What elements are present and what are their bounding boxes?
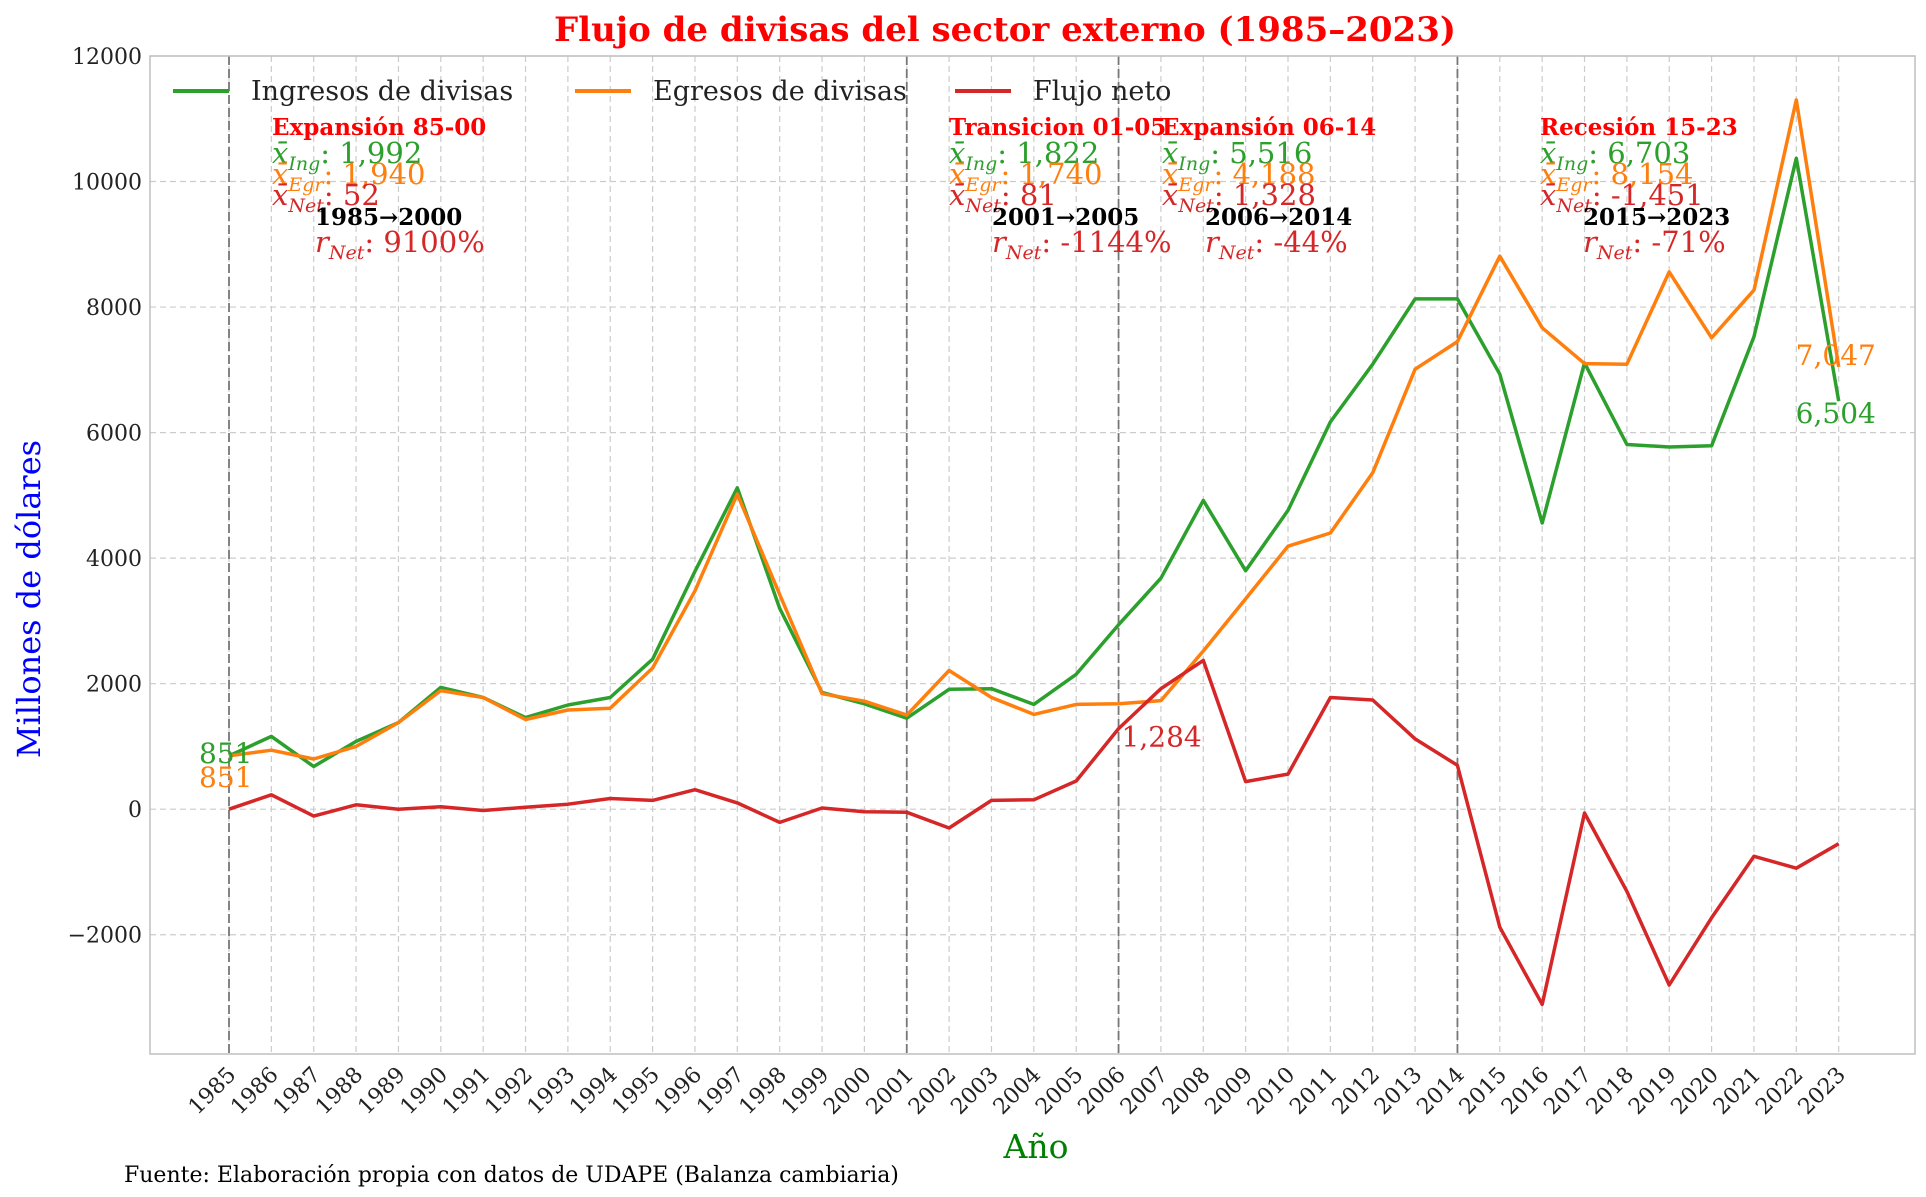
period-title: Expansión 85-00 (272, 114, 486, 141)
period-neto-mean: x̄Net: -1,451 (1540, 178, 1704, 217)
period-ingresos-mean: x̄Ing: 1,992 (272, 136, 422, 175)
series-lines (228, 98, 1841, 1007)
period-range: 2015→2023 (1583, 204, 1730, 231)
period-range: 2006→2014 (1205, 204, 1352, 231)
point-label: 1,284 (1122, 721, 1202, 754)
y-axis: −2000 0 2000 4000 6000 8000 10000 12000 (68, 45, 142, 949)
period-egresos-mean: x̄Egr: 1,940 (272, 157, 426, 196)
y-tick-label: −2000 (68, 924, 142, 949)
point-label: 6,504 (1796, 397, 1876, 430)
period-net-change: rNet: -1144% (992, 225, 1172, 264)
period-ingresos-mean: x̄Ing: 5,516 (1162, 136, 1312, 175)
point-label: 7,047 (1796, 339, 1876, 372)
period-range: 2001→2005 (992, 204, 1139, 231)
legend-label: Ingresos de divisas (251, 76, 513, 107)
legend: Ingresos de divisas Egresos de divisas Flu… (173, 76, 1171, 107)
y-tick-label: 2000 (86, 673, 142, 698)
period-net-change: rNet: -44% (1205, 225, 1348, 264)
period-egresos-mean: x̄Egr: 1,740 (949, 157, 1103, 196)
period-egresos-mean: x̄Egr: 8,154 (1540, 157, 1694, 196)
y-tick-label: 8000 (86, 296, 142, 321)
series-line (228, 658, 1840, 1007)
legend-label: Flujo neto (1033, 76, 1171, 107)
point-label: 851 (199, 737, 252, 770)
y-tick-label: 0 (128, 798, 142, 823)
period-neto-mean: x̄Net: 81 (949, 178, 1057, 217)
period-dividers (228, 56, 1459, 1054)
period-ingresos-mean: x̄Ing: 1,822 (949, 136, 1099, 175)
source-note: Fuente: Elaboración propia con datos de … (124, 1163, 899, 1188)
x-axis-label: Año (1003, 1127, 1069, 1166)
legend-label: Egresos de divisas (653, 76, 907, 107)
y-axis-label: Millones de dólares (10, 440, 48, 758)
period-title: Recesión 15-23 (1540, 114, 1738, 141)
legend-entry: Ingresos de divisas (173, 76, 513, 107)
period-ingresos-mean: x̄Ing: 6,703 (1540, 136, 1690, 175)
legend-entry: Flujo neto (955, 76, 1171, 107)
period-egresos-mean: x̄Egr: 4,188 (1162, 157, 1316, 196)
period-range: 1985→2000 (315, 204, 462, 231)
y-tick-label: 6000 (86, 422, 142, 447)
series-line (228, 98, 1841, 761)
chart-title: Flujo de divisas del sector externo (198… (554, 10, 1456, 50)
period-neto-mean: x̄Net: 1,328 (1162, 178, 1316, 217)
point-label: 851 (199, 761, 252, 794)
y-tick-label: 10000 (72, 171, 142, 196)
period-net-change: rNet: 9100% (315, 225, 485, 264)
period-neto-mean: x̄Net: 52 (272, 178, 380, 217)
period-net-change: rNet: -71% (1583, 225, 1726, 264)
y-tick-label: 4000 (86, 547, 142, 572)
plot-frame (149, 55, 1916, 1055)
period-title: Expansión 06-14 (1162, 114, 1376, 141)
legend-entry: Egresos de divisas (575, 76, 907, 107)
y-tick-label: 12000 (72, 45, 142, 70)
period-title: Transicion 01-05 (949, 114, 1166, 141)
